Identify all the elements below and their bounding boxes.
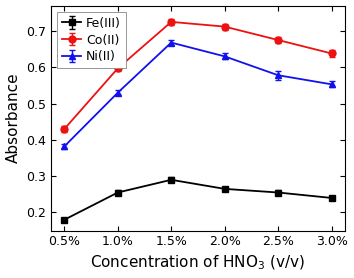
Legend: Fe(III), Co(II), Ni(II): Fe(III), Co(II), Ni(II) — [57, 12, 126, 68]
X-axis label: Concentration of HNO$_3$ (v/v): Concentration of HNO$_3$ (v/v) — [90, 254, 306, 272]
Y-axis label: Absorbance: Absorbance — [6, 73, 21, 163]
